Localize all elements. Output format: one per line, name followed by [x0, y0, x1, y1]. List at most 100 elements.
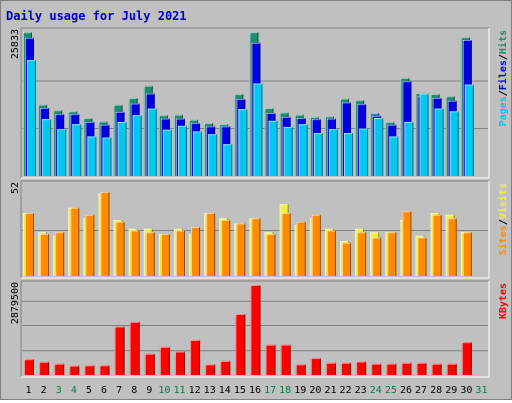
legend-separator: /	[498, 54, 509, 60]
bar-kbytes	[295, 364, 306, 375]
bar-sites	[206, 213, 216, 276]
x-tick-label: 17	[264, 385, 276, 396]
bar-kbytes	[341, 362, 352, 375]
bar-kbytes	[159, 346, 170, 375]
legend-separator: /	[498, 219, 509, 225]
bar-kbytes	[461, 342, 472, 375]
bar-kbytes	[174, 351, 185, 375]
bar-sites	[145, 232, 155, 276]
x-tick-label: 6	[101, 385, 107, 396]
bar-pages	[464, 84, 474, 176]
bar-sites	[447, 218, 457, 276]
ymax-label-visitors: 52	[10, 182, 21, 194]
bar-kbytes	[386, 363, 397, 375]
bar-kbytes	[250, 285, 261, 375]
bar-kbytes	[220, 360, 231, 375]
bar-sites	[191, 227, 201, 276]
bar-kbytes	[114, 326, 125, 375]
bar-pages	[298, 124, 308, 176]
bar-pages	[449, 111, 459, 176]
bar-kbytes	[144, 353, 155, 375]
bar-sites	[221, 220, 231, 276]
x-tick-label: 29	[445, 385, 457, 396]
legend-requests: Pages/Files/Hits	[497, 30, 509, 126]
bar-kbytes	[69, 365, 80, 375]
x-tick-label: 12	[189, 385, 201, 396]
bar-pages	[162, 129, 172, 176]
bar-pages	[268, 120, 278, 176]
bar-sites	[70, 207, 80, 276]
bar-sites	[357, 232, 367, 276]
bar-pages	[87, 136, 97, 176]
bar-pages	[238, 109, 248, 176]
bar-pages	[419, 93, 429, 176]
x-tick-label: 31	[475, 385, 487, 396]
bar-pages	[374, 118, 384, 176]
legend-visitors: Sites/Visits	[497, 183, 509, 255]
x-tick-label: 27	[415, 385, 427, 396]
bar-kbytes	[356, 361, 367, 375]
bar-sites	[25, 213, 34, 276]
bar-kbytes	[190, 339, 201, 375]
bar-kbytes	[129, 321, 140, 375]
bar-sites	[402, 211, 412, 276]
bar-kbytes	[84, 365, 95, 375]
x-tick-label: 24	[370, 385, 382, 396]
bar-pages	[27, 60, 36, 176]
bar-kbytes	[431, 363, 442, 375]
x-tick-label: 2	[41, 385, 47, 396]
chart-title: Daily usage for July 2021	[6, 9, 187, 23]
bar-kbytes	[310, 358, 321, 375]
x-tick-label: 26	[400, 385, 412, 396]
bar-sites	[115, 221, 125, 276]
bar-pages	[208, 134, 218, 176]
bar-sites	[417, 237, 427, 276]
x-tick-label: 30	[460, 385, 472, 396]
x-tick-label: 1	[26, 385, 32, 396]
bar-sites	[462, 232, 472, 276]
bar-pages	[328, 129, 338, 176]
x-tick-label: 14	[219, 385, 231, 396]
bar-sites	[387, 232, 397, 276]
bar-pages	[344, 133, 354, 176]
bar-pages	[177, 125, 187, 176]
bar-pages	[359, 128, 369, 176]
bar-sites	[236, 223, 246, 276]
bar-sites	[100, 192, 110, 276]
x-tick-label: 20	[309, 385, 321, 396]
bar-pages	[57, 129, 67, 176]
x-tick-label: 10	[158, 385, 170, 396]
bar-kbytes	[24, 359, 34, 375]
bar-sites	[251, 218, 261, 276]
bar-pages	[283, 126, 293, 176]
bar-pages	[389, 136, 399, 176]
bar-kbytes	[325, 362, 336, 375]
panel-traffic: 2879500 KBytes	[10, 280, 509, 378]
x-tick-label: 19	[294, 385, 306, 396]
bar-pages	[132, 115, 142, 176]
bar-sites	[296, 221, 306, 276]
x-tick-label: 18	[279, 385, 291, 396]
bar-pages	[102, 137, 112, 176]
legend-item-files: Files	[497, 60, 509, 90]
ymax-label-requests: 25833	[10, 29, 21, 59]
bar-sites	[40, 234, 50, 276]
bar-kbytes	[54, 363, 65, 375]
bar-sites	[175, 230, 185, 276]
bar-kbytes	[371, 363, 382, 375]
bar-sites	[266, 234, 276, 276]
bar-sites	[432, 214, 442, 276]
bar-sites	[311, 214, 321, 276]
bar-pages	[193, 131, 203, 176]
legend-item-visits: Visits	[497, 183, 509, 219]
x-tick-label: 21	[324, 385, 336, 396]
bar-kbytes	[39, 361, 50, 375]
x-tick-label: 25	[385, 385, 397, 396]
bar-sites	[372, 237, 382, 276]
bar-kbytes	[235, 314, 246, 375]
x-tick-label: 13	[204, 385, 216, 396]
x-tick-label: 23	[355, 385, 367, 396]
bar-kbytes	[401, 362, 412, 375]
x-tick-label: 4	[71, 385, 77, 396]
